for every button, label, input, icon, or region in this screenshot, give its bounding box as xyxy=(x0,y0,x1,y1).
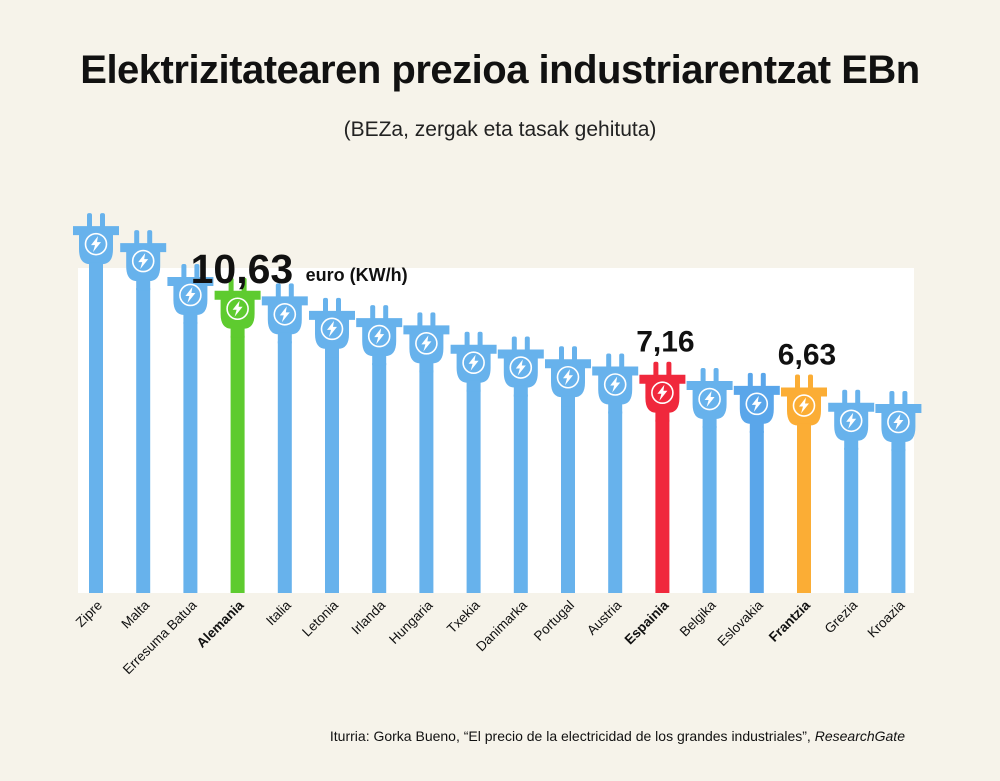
plug-icon xyxy=(261,283,308,344)
plug-icon xyxy=(120,230,167,291)
x-label-txekia: Txekia xyxy=(444,597,483,636)
x-label-grezia: Grezia xyxy=(822,597,861,636)
bar-irlanda xyxy=(372,363,387,593)
unit-label: euro (KW/h) xyxy=(306,265,408,285)
value-label-espainia: 7,16 xyxy=(636,326,694,359)
plug-icon xyxy=(828,389,875,450)
plug-icon xyxy=(73,213,119,274)
value-labels-group: 10,63 euro (KW/h) 7,16 6,63 xyxy=(191,246,837,372)
plug-icon xyxy=(639,361,686,422)
value-label-alemania: 10,63 xyxy=(191,246,294,292)
chart-subtitle: (BEZa, zergak eta tasak gehituta) xyxy=(343,118,657,141)
x-label-zipre: Zipre xyxy=(73,598,105,630)
bar-erresuma-batua xyxy=(183,321,198,593)
x-label-espainia: Espainia xyxy=(622,597,672,647)
plot-panel xyxy=(78,268,914,593)
x-label-hungaria: Hungaria xyxy=(386,597,436,647)
plugs-group xyxy=(73,213,922,452)
x-label-austria: Austria xyxy=(584,597,625,638)
bar-kroazia xyxy=(891,449,906,593)
bar-txekia xyxy=(466,389,481,593)
x-label-letonia: Letonia xyxy=(299,597,341,639)
x-label-malta: Malta xyxy=(118,597,152,631)
bar-grezia xyxy=(844,447,859,593)
plug-icon xyxy=(497,336,544,397)
value-label-frantzia: 6,63 xyxy=(778,339,836,372)
x-label-kroazia: Kroazia xyxy=(865,597,908,640)
plug-icon xyxy=(450,331,497,392)
x-label-danimarka: Danimarka xyxy=(473,597,530,654)
plug-icon xyxy=(875,391,922,452)
bar-eslovakia xyxy=(749,430,764,593)
plug-icon xyxy=(356,305,403,366)
bar-italia xyxy=(277,341,292,593)
plug-icon xyxy=(686,368,733,429)
source-note: Iturria: Gorka Bueno, “El precio de la e… xyxy=(330,728,905,744)
plug-icon xyxy=(309,297,355,358)
plug-icon xyxy=(781,374,827,435)
bars-group xyxy=(89,271,906,593)
bar-hungaria xyxy=(419,370,434,593)
bar-alemania xyxy=(230,335,245,593)
bar-austria xyxy=(608,411,623,593)
plug-icon xyxy=(733,372,780,433)
x-label-portugal: Portugal xyxy=(531,598,577,644)
plug-icon xyxy=(592,353,639,414)
bar-espainia xyxy=(655,419,670,593)
bar-letonia xyxy=(325,355,339,593)
x-label-eslovakia: Eslovakia xyxy=(714,597,766,649)
bar-portugal xyxy=(561,404,575,593)
x-label-belgika: Belgika xyxy=(677,597,719,639)
plug-icon xyxy=(403,312,450,373)
x-label-italia: Italia xyxy=(263,597,294,628)
source-italic: ResearchGate xyxy=(814,728,905,744)
bar-zipre xyxy=(89,271,103,593)
plug-icon xyxy=(545,346,591,407)
bar-malta xyxy=(136,288,151,593)
chart-title: Elektrizitatearen prezioa industriarentz… xyxy=(80,48,920,92)
bar-danimarka xyxy=(513,394,528,593)
x-label-alemania: Alemania xyxy=(194,597,247,650)
source-text: Iturria: Gorka Bueno, “El precio de la e… xyxy=(329,728,815,744)
bar-belgika xyxy=(702,426,717,593)
plug-icon xyxy=(167,263,214,324)
bar-frantzia xyxy=(797,432,811,593)
x-label-irlanda: Irlanda xyxy=(349,597,389,637)
x-label-frantzia: Frantzia xyxy=(766,597,814,645)
plug-icon xyxy=(214,277,261,338)
